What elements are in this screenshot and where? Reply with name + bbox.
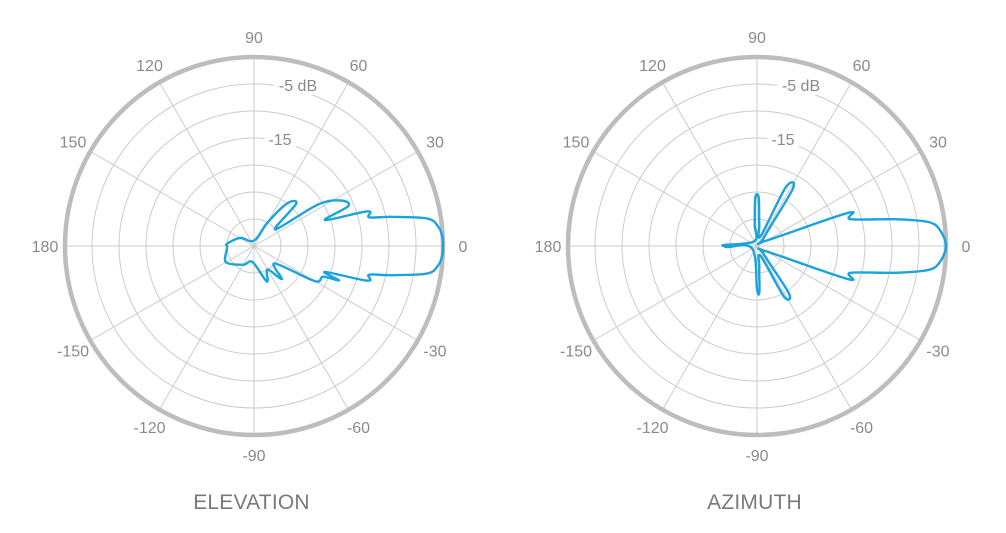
radial-gridline [159,82,255,247]
ring-gridline [172,164,336,328]
ring-label-bg [777,76,825,95]
angle-tick-label: 120 [136,58,163,75]
angle-tick-label: 180 [535,239,562,256]
ring-label: -5 dB [782,78,820,95]
ring-gridline [199,191,309,301]
angle-tick-label: 90 [748,30,766,47]
radial-gridline [593,151,758,247]
ring-gridline [91,83,417,409]
radial-gridline [253,245,349,410]
ring-label: -15 [268,132,291,149]
radial-gridline [662,82,758,247]
angle-tick-label: 150 [563,135,590,152]
angle-tick-label: 90 [245,30,263,47]
radial-gridline [593,245,758,341]
radial-gridline [756,151,921,247]
radial-gridline [662,245,758,410]
angle-tick-label: -120 [636,420,668,437]
angle-tick-label: -150 [57,344,89,361]
angle-tick-label: 150 [60,135,87,152]
angle-tick-label: 30 [426,135,444,152]
radial-gridline [159,245,255,410]
azimuth-title: AZIMUTH [707,491,802,514]
ring-gridline [118,110,390,382]
angle-tick-label: -30 [423,344,446,361]
angle-tick-label: 0 [459,239,468,256]
ring-gridline [648,137,866,355]
angle-tick-label: 60 [853,58,871,75]
angle-tick-label: -30 [926,344,949,361]
ring-gridline [145,137,363,355]
ring-gridline [621,110,893,382]
angle-tick-label: -120 [133,420,165,437]
angle-tick-label: -90 [745,448,768,465]
radial-gridline [756,245,921,341]
radial-gridline [756,245,852,410]
ring-gridline [594,83,920,409]
angle-tick-label: -150 [560,344,592,361]
angle-tick-label: 30 [929,135,947,152]
elevation-plot: -5 dB -15 90 60 30 0 -30 -60 -90 -120 -150 180 150 12… [32,30,468,514]
ring-gridline [702,191,812,301]
radial-gridline [90,151,255,247]
radial-gridline [253,151,418,247]
ring-label: -5 dB [279,78,317,95]
radial-gridline [756,82,852,247]
radial-gridline [253,245,418,341]
elevation-polar-chart: -5 dB -15 90 60 30 0 -30 -60 -90 -120 -150 180 150 12… [32,30,468,465]
ring-label-bg [274,76,322,95]
azimuth-polar-chart: -5 dB -15 90 60 30 0 -30 -60 -90 -120 -150 180 150 12… [535,30,971,465]
ring-gridline [675,164,839,328]
angle-tick-label: -90 [242,448,265,465]
angle-tick-label: 60 [350,58,368,75]
angle-tick-label: -60 [850,420,873,437]
ring-label-bg [767,130,799,149]
ring-label-bg [264,130,296,149]
angle-tick-label: 0 [962,239,971,256]
azimuth-plot: -5 dB -15 90 60 30 0 -30 -60 -90 -120 -150 180 150 12… [503,0,1006,533]
angle-tick-label: 120 [639,58,666,75]
angle-tick-label: 180 [32,239,59,256]
angle-tick-label: -60 [347,420,370,437]
elevation-title: ELEVATION [193,491,310,514]
radiation-pattern-line [223,199,445,283]
radiation-pattern-line [721,180,948,301]
radial-gridline [90,245,255,341]
ring-label: -15 [771,132,794,149]
